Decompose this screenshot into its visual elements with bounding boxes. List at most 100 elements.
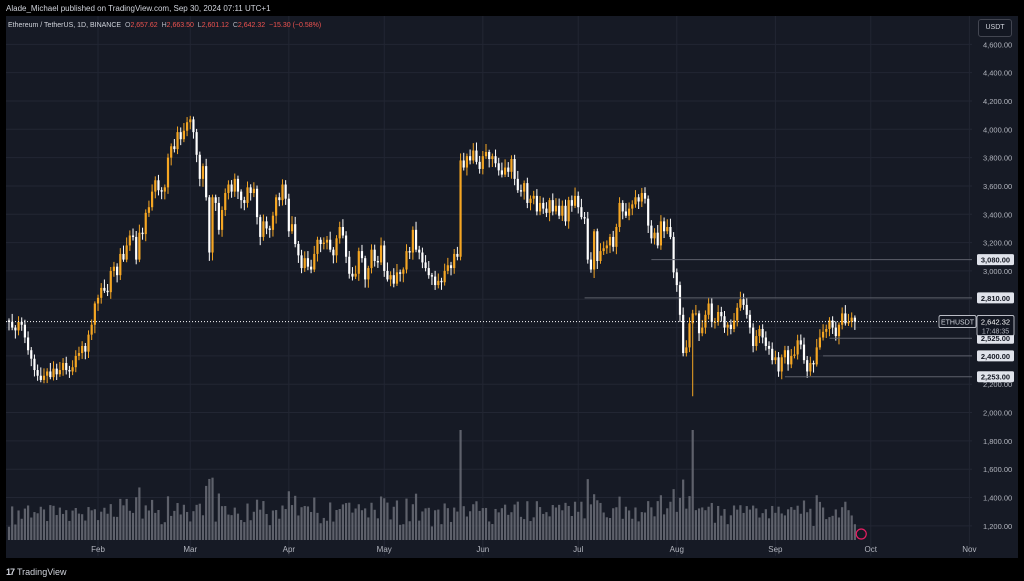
candle-body	[802, 344, 806, 361]
candle-body	[567, 200, 570, 222]
volume-bar	[300, 507, 303, 540]
volume-bar	[446, 508, 449, 540]
candle-body	[847, 321, 850, 324]
candle-body	[818, 337, 821, 348]
volume-bar	[329, 502, 332, 540]
volume-bar	[519, 516, 523, 540]
candle-body	[103, 287, 106, 291]
candle-body	[61, 362, 65, 371]
volume-bar	[787, 509, 790, 540]
volume-bar	[208, 478, 211, 540]
candle-body	[707, 303, 710, 315]
candle-body	[192, 119, 195, 133]
candle-body	[329, 239, 332, 250]
volume-bar	[278, 518, 281, 540]
current-price-tag	[976, 315, 1015, 336]
candle-body	[551, 200, 554, 212]
candle-body	[116, 266, 119, 276]
candle-body	[313, 253, 316, 270]
candle-body	[678, 285, 682, 315]
candle-body	[208, 197, 211, 253]
candle-body	[351, 273, 354, 277]
candle-body	[402, 269, 405, 274]
volume-bar	[752, 505, 755, 540]
candle-body	[831, 320, 834, 328]
volume-bar	[729, 515, 732, 540]
volume-bar	[605, 517, 608, 540]
volume-bar	[182, 504, 185, 540]
open-value: 2,657.62	[130, 22, 158, 29]
candle-body	[154, 180, 157, 192]
level-price-label: 2,525.00	[981, 334, 1010, 343]
volume-bar	[821, 507, 825, 540]
candle-body	[548, 200, 551, 213]
candle-body	[583, 217, 586, 219]
volume-bar	[548, 516, 551, 540]
candle-body	[17, 321, 20, 331]
candle-body	[672, 236, 675, 273]
volume-bar	[297, 515, 300, 540]
y-tick-label: 3,400.00	[983, 210, 1012, 219]
level-price-tag	[977, 292, 1014, 304]
volume-bar	[853, 524, 856, 540]
candle-body	[764, 337, 767, 346]
candle-body	[758, 328, 761, 337]
symbol-label[interactable]: Ethereum / TetherUS, 1D, BINANCE	[8, 22, 122, 29]
candle-body	[748, 314, 752, 328]
candle-body	[157, 180, 160, 191]
volume-bar	[647, 501, 650, 540]
x-tick-label: Oct	[865, 545, 878, 554]
candle-body	[135, 236, 138, 260]
candle-body	[443, 270, 446, 283]
volume-bar	[11, 506, 14, 540]
volume-bar	[402, 524, 405, 540]
volume-bar	[23, 508, 26, 540]
y-tick-label: 4,000.00	[983, 125, 1012, 134]
candle-body	[112, 266, 116, 271]
candle-body	[440, 280, 443, 283]
candle-body	[341, 227, 344, 236]
candle-body	[682, 314, 685, 354]
candle-body	[637, 197, 640, 202]
currency-button[interactable]: USDT	[978, 19, 1012, 37]
volume-bar	[656, 501, 659, 540]
volume-bar	[526, 501, 529, 540]
volume-bar	[39, 506, 42, 540]
volume-bar	[147, 510, 151, 540]
candle-body	[389, 275, 392, 280]
candle-body	[497, 163, 500, 171]
volume-bar	[211, 477, 214, 540]
candle-body	[694, 313, 697, 315]
candle-body	[478, 161, 481, 169]
candle-body	[732, 320, 736, 329]
candle-body	[650, 225, 653, 239]
volume-bar	[771, 505, 774, 540]
candle-body	[799, 340, 802, 345]
tradingview-brand[interactable]: 17 TradingView	[6, 567, 67, 577]
candle-body	[418, 249, 421, 253]
volume-bar	[742, 512, 745, 540]
candle-body	[809, 362, 812, 372]
volume-bar	[844, 501, 847, 540]
volume-bar	[481, 508, 484, 540]
candle-body	[284, 184, 287, 199]
volume-bar	[710, 502, 713, 540]
candle-body	[300, 255, 303, 269]
candle-body	[462, 160, 465, 168]
volume-bar	[90, 510, 93, 540]
symbol-tag-box	[938, 315, 977, 328]
volume-bar	[767, 518, 771, 540]
candle-body	[640, 193, 643, 202]
candle-body	[424, 262, 427, 269]
volume-bar	[61, 513, 65, 540]
candle-body	[189, 119, 192, 123]
candle-body	[815, 347, 818, 365]
volume-bar	[26, 505, 30, 540]
candle-body	[93, 303, 96, 325]
candle-body	[236, 178, 240, 192]
volume-bar	[478, 510, 481, 540]
candle-body	[122, 253, 125, 260]
volume-bar	[131, 512, 135, 540]
candle-body	[628, 208, 631, 216]
